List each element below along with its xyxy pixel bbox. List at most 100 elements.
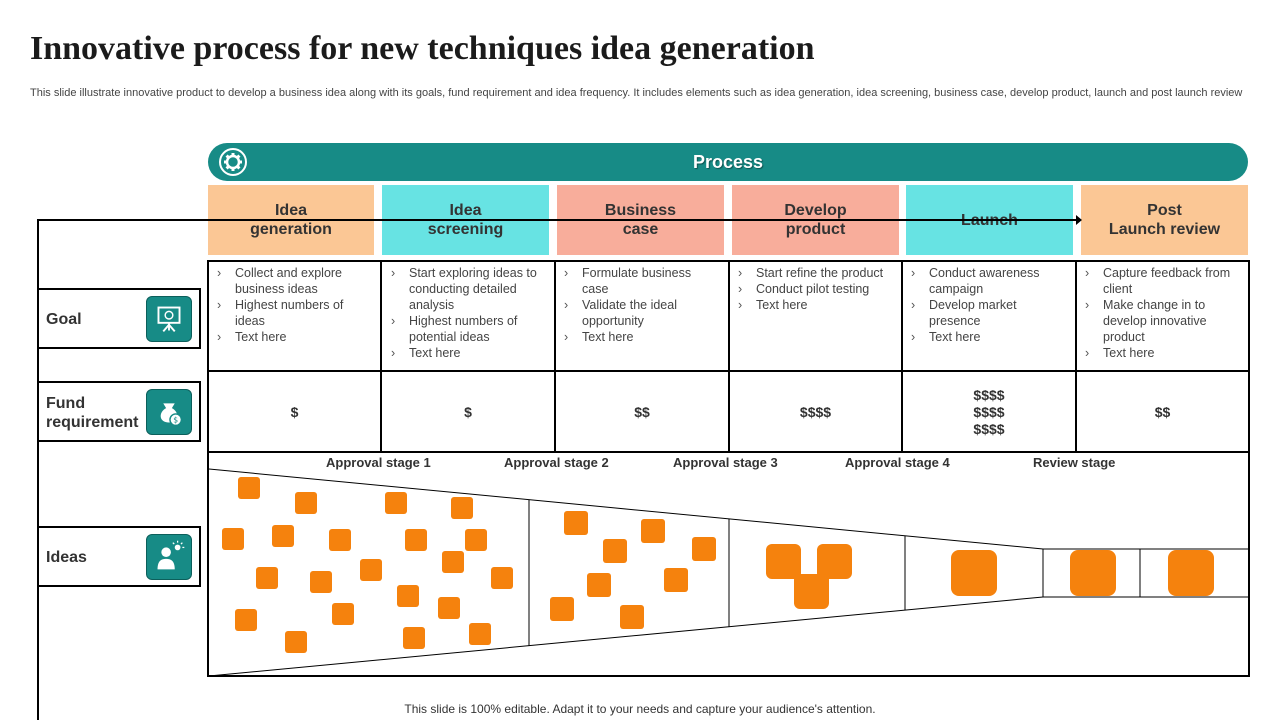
fund-launch: $$$$ $$$$ $$$$ (973, 386, 1005, 437)
goal-list-idea-screening: Start exploring ideas to conducting deta… (391, 265, 547, 361)
fund-develop-product: $$$$ (799, 403, 832, 420)
fund-idea-screening: $ (464, 403, 472, 420)
svg-text:$: $ (173, 416, 178, 425)
list-item: Text here (911, 329, 1069, 345)
money-bag-icon: $ (146, 389, 192, 435)
grid-line-v2 (554, 260, 556, 452)
approval-stage-1-label: Approval stage 1 (326, 455, 431, 470)
goal-list-business-case: Formulate business case Validate the ide… (564, 265, 720, 345)
grid-line-h3 (208, 451, 1250, 453)
idea-square (332, 603, 354, 625)
list-item: Develop market presence (911, 297, 1069, 329)
idea-square (295, 492, 317, 514)
grid-line-v6 (1248, 260, 1250, 677)
goal-list-launch: Conduct awareness campaign Develop marke… (911, 265, 1069, 345)
grid-line-v5 (1075, 260, 1077, 452)
idea-square (1168, 550, 1214, 596)
idea-square (794, 574, 829, 609)
idea-square (491, 567, 513, 589)
idea-square (465, 529, 487, 551)
list-item: Highest numbers of potential ideas (391, 313, 547, 345)
page-subtitle: This slide illustrate innovative product… (30, 87, 1243, 99)
idea-square (235, 609, 257, 631)
page-title: Innovative process for new techniques id… (30, 30, 815, 67)
list-item: Text here (564, 329, 720, 345)
presentation-board-icon (146, 296, 192, 342)
grid-line-v4 (901, 260, 903, 452)
idea-square (403, 627, 425, 649)
idea-square (603, 539, 627, 563)
goal-list-idea-generation: Collect and explore business ideas Highe… (217, 265, 373, 345)
list-item: Text here (738, 297, 896, 313)
idea-square (285, 631, 307, 653)
list-item: Capture feedback from client (1085, 265, 1243, 297)
idea-square (641, 519, 665, 543)
list-item: Formulate business case (564, 265, 720, 297)
gear-icon (219, 148, 247, 176)
approval-stage-2-label: Approval stage 2 (504, 455, 609, 470)
idea-square (256, 567, 278, 589)
idea-square (397, 585, 419, 607)
approval-stage-4-label: Approval stage 4 (845, 455, 950, 470)
idea-square (1070, 550, 1116, 596)
idea-square (469, 623, 491, 645)
idea-square (405, 529, 427, 551)
goal-row-label: Goal (37, 288, 201, 349)
fund-idea-generation: $ (290, 403, 299, 420)
list-item: Start exploring ideas to conducting deta… (391, 265, 547, 313)
idea-square (222, 528, 244, 550)
list-item: Conduct awareness campaign (911, 265, 1069, 297)
stage-post-launch-review: Post Launch review (1081, 185, 1248, 255)
footer-note: This slide is 100% editable. Adapt it to… (404, 702, 876, 716)
goal-list-post-launch-review: Capture feedback from client Make change… (1085, 265, 1243, 361)
list-item: Collect and explore business ideas (217, 265, 373, 297)
idea-square (442, 551, 464, 573)
idea-square (564, 511, 588, 535)
grid-line-v0 (207, 260, 209, 677)
list-item: Start refine the product (738, 265, 896, 281)
list-item: Conduct pilot testing (738, 281, 896, 297)
list-item: Text here (391, 345, 547, 361)
connector-arrow (1076, 215, 1082, 225)
fund-row-label: Fund requirement $ (37, 381, 201, 442)
fund-post-launch-review: $$ (1154, 403, 1171, 420)
connector-line (37, 219, 1077, 221)
ideas-row-label: Ideas (37, 526, 201, 587)
list-item: Text here (1085, 345, 1243, 361)
grid-line-v3 (728, 260, 730, 452)
idea-square (664, 568, 688, 592)
idea-square (238, 477, 260, 499)
idea-square (550, 597, 574, 621)
idea-square (310, 571, 332, 593)
grid-line-v1 (380, 260, 382, 452)
idea-square (692, 537, 716, 561)
list-item: Make change in to develop innovative pro… (1085, 297, 1243, 345)
list-item: Highest numbers of ideas (217, 297, 373, 329)
idea-square (272, 525, 294, 547)
idea-square (360, 559, 382, 581)
left-vertical-line (37, 219, 39, 720)
idea-square (766, 544, 801, 579)
goal-label: Goal (46, 311, 82, 328)
idea-square (438, 597, 460, 619)
list-item: Validate the ideal opportunity (564, 297, 720, 329)
approval-stage-3-label: Approval stage 3 (673, 455, 778, 470)
grid-line-h4 (208, 675, 1250, 677)
idea-square (385, 492, 407, 514)
idea-square (951, 550, 997, 596)
fund-business-case: $$ (634, 403, 650, 420)
idea-square (451, 497, 473, 519)
idea-person-icon (146, 534, 192, 580)
list-item: Text here (217, 329, 373, 345)
process-label: Process (692, 152, 764, 172)
review-stage-label: Review stage (1033, 455, 1116, 470)
goal-list-develop-product: Start refine the product Conduct pilot t… (738, 265, 896, 313)
ideas-label: Ideas (46, 549, 87, 566)
process-header-bar: Process (208, 143, 1248, 181)
fund-label: Fund requirement (46, 395, 139, 431)
idea-square (329, 529, 351, 551)
idea-square (817, 544, 852, 579)
idea-square (620, 605, 644, 629)
idea-square (587, 573, 611, 597)
